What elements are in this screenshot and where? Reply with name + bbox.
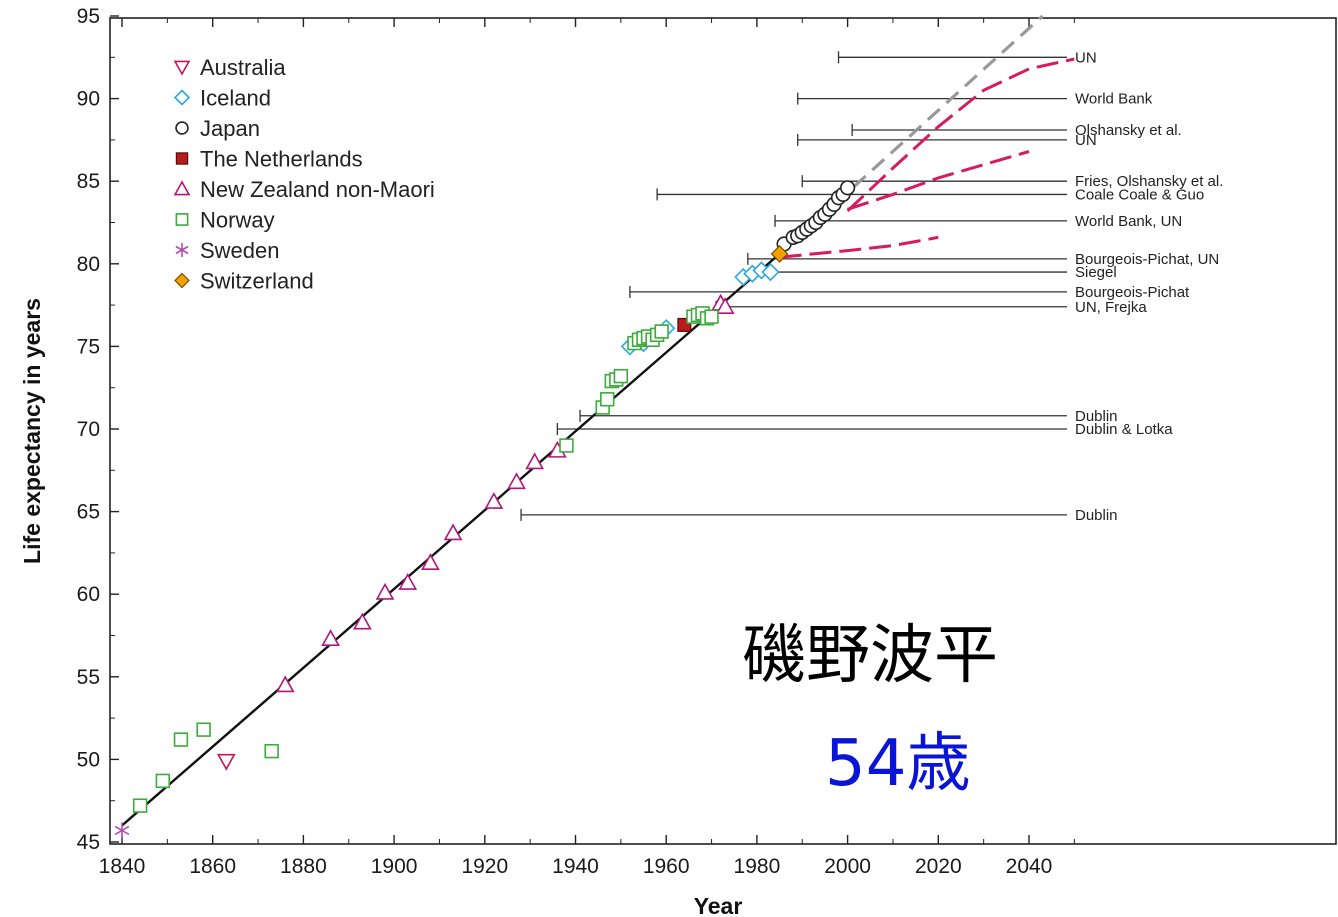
y-tick-label: 95 bbox=[77, 5, 100, 28]
axis-ticks bbox=[110, 15, 1075, 844]
legend-marker-australia bbox=[173, 60, 191, 76]
x-tick-label: 1840 bbox=[99, 855, 146, 878]
forecast-label: UN bbox=[1075, 49, 1097, 66]
x-tick-label: 1860 bbox=[189, 855, 236, 878]
forecast-label: UN, Frejka bbox=[1075, 299, 1147, 316]
forecast-label: Fries, Olshansky et al. bbox=[1075, 173, 1223, 190]
legend-entry-japan: Japan bbox=[200, 116, 260, 141]
y-tick-label: 75 bbox=[77, 335, 100, 358]
x-tick-label: 1980 bbox=[734, 855, 781, 878]
forecast-curve bbox=[846, 57, 1075, 212]
legend-marker-switzerland bbox=[174, 272, 190, 289]
x-tick-label: 1900 bbox=[371, 855, 418, 878]
forecast-label: Siegel bbox=[1075, 264, 1117, 281]
new-zealand-non-maori-point bbox=[443, 523, 463, 541]
legend-marker-norway bbox=[175, 213, 189, 226]
sweden-point bbox=[114, 822, 130, 839]
forecast-label: Dublin & Lotka bbox=[1075, 421, 1173, 438]
norway-point bbox=[132, 798, 148, 813]
y-tick-label: 45 bbox=[77, 831, 100, 854]
norway-point bbox=[196, 722, 211, 737]
norway-point bbox=[600, 392, 615, 407]
norway-point bbox=[264, 743, 279, 759]
legend-marker-new-zealand-non-maori bbox=[173, 180, 191, 196]
legend: Australia Iceland Japan The Netherlands New … bbox=[173, 55, 435, 294]
legend-entry-norway: Norway bbox=[200, 208, 275, 233]
norway-point bbox=[613, 368, 629, 384]
new-zealand-non-maori-point bbox=[484, 492, 504, 509]
x-tick-label: 1920 bbox=[461, 855, 508, 878]
x-axis-title: Year bbox=[694, 893, 743, 917]
new-zealand-non-maori-point bbox=[275, 675, 295, 693]
legend-entry-australia: Australia bbox=[200, 55, 286, 80]
forecast-label: World Bank, UN bbox=[1075, 213, 1182, 230]
forecast-label: Dublin bbox=[1075, 507, 1118, 524]
new-zealand-non-maori-point bbox=[398, 572, 418, 590]
forecast-label: World Bank bbox=[1075, 91, 1153, 108]
new-zealand-non-maori-point bbox=[352, 612, 372, 630]
x-tick-label: 1880 bbox=[280, 855, 327, 878]
legend-entry-iceland: Iceland bbox=[200, 86, 271, 111]
norway-point bbox=[173, 732, 189, 747]
legend-marker-japan bbox=[175, 121, 189, 135]
x-tick-label: 1960 bbox=[643, 855, 690, 878]
asterisk-stroke bbox=[114, 825, 130, 836]
norway-point bbox=[155, 773, 171, 789]
y-axis-title: Life expectancy in years bbox=[19, 298, 45, 564]
overlay-name-text: 磯野波平 bbox=[742, 619, 998, 693]
new-zealand-non-maori-point bbox=[375, 582, 395, 600]
norway-point bbox=[559, 438, 574, 453]
legend-entry-new-zealand-non-maori: New Zealand non-Maori bbox=[200, 177, 435, 202]
y-tick-label: 60 bbox=[77, 583, 100, 606]
legend-marker-sweden bbox=[175, 243, 189, 257]
legend-entry-switzerland: Switzerland bbox=[200, 269, 314, 294]
australia-point bbox=[216, 753, 236, 771]
forecast-curve bbox=[779, 235, 939, 259]
forecast-label: Olshansky et al. bbox=[1075, 122, 1182, 139]
y-tick-label: 90 bbox=[77, 88, 100, 111]
forecast-curve bbox=[847, 150, 1030, 211]
plot-frame bbox=[109, 17, 1337, 845]
y-tick-label: 50 bbox=[77, 748, 100, 771]
forecast-label: Coale Coale & Guo bbox=[1075, 186, 1204, 203]
forecast-label: Dublin bbox=[1075, 408, 1118, 425]
y-tick-label: 80 bbox=[77, 253, 100, 276]
forecast-label: UN bbox=[1075, 132, 1097, 149]
axis-labels: 1840 1860 1880 1900 1920 1940 1960 1980 2000 2020… bbox=[77, 5, 1053, 878]
forecast-label: Bourgeois-Pichat bbox=[1075, 284, 1190, 301]
legend-marker-the-netherlands bbox=[175, 152, 189, 165]
y-tick-label: 55 bbox=[77, 666, 100, 689]
japan-point bbox=[839, 180, 856, 196]
forecast-label: Bourgeois-Pichat, UN bbox=[1075, 251, 1219, 268]
norway-point bbox=[704, 309, 719, 324]
trend-lines bbox=[121, 14, 1044, 827]
legend-marker-iceland bbox=[173, 89, 191, 106]
new-zealand-non-maori-point bbox=[525, 452, 545, 470]
forecast-curves bbox=[779, 57, 1075, 259]
data-points bbox=[114, 180, 856, 839]
legend-entry-sweden: Sweden bbox=[200, 238, 280, 263]
legend-entry-the-netherlands: The Netherlands bbox=[200, 147, 363, 172]
x-tick-label: 1940 bbox=[552, 855, 599, 878]
y-tick-label: 85 bbox=[77, 170, 100, 193]
x-tick-label: 2020 bbox=[915, 855, 962, 878]
x-tick-label: 2000 bbox=[824, 855, 871, 878]
new-zealand-non-maori-point bbox=[321, 629, 340, 647]
overlay-age-text: 54歳 bbox=[825, 727, 970, 801]
asterisk-stroke bbox=[175, 245, 189, 255]
switzerland-point bbox=[770, 245, 789, 263]
x-tick-label: 2040 bbox=[1006, 855, 1053, 878]
y-tick-label: 70 bbox=[77, 418, 100, 441]
new-zealand-non-maori-point bbox=[507, 472, 526, 490]
norway-point bbox=[654, 324, 669, 339]
new-zealand-non-maori-point bbox=[715, 297, 735, 314]
iceland-point bbox=[761, 262, 780, 282]
y-tick-label: 65 bbox=[77, 501, 100, 524]
new-zealand-non-maori-point bbox=[421, 553, 440, 571]
